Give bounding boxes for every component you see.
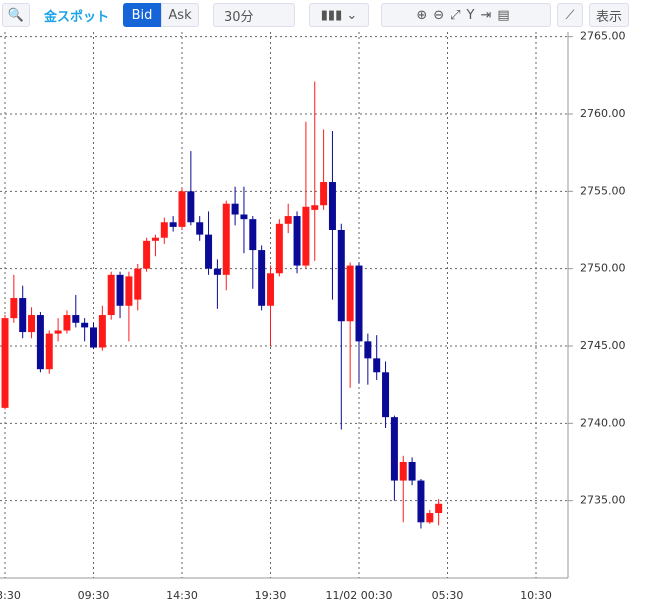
candle-body: [320, 182, 328, 206]
candle-body: [408, 461, 416, 481]
candle-body: [54, 330, 62, 334]
candle-body: [81, 322, 89, 328]
candle-body: [187, 191, 195, 223]
indicator-button[interactable]: ⟋: [557, 3, 584, 27]
candle-body: [382, 372, 390, 418]
candle-body: [284, 216, 292, 224]
candle-body: [328, 182, 336, 230]
candle-body: [355, 265, 363, 342]
candle-body: [116, 274, 124, 306]
toolbar: 🔍 金スポット Bid Ask 30分 ▮▮▮ ⌄ ⊕⊖⤢Y⇥▤ ⟋ 表示: [0, 0, 648, 30]
candle-body: [143, 240, 151, 269]
interval-select[interactable]: 30分: [213, 3, 296, 27]
candle-body: [222, 203, 230, 275]
candle-body: [435, 503, 443, 514]
candle-body: [28, 315, 36, 333]
candle-body: [90, 327, 97, 348]
candle-body: [231, 203, 239, 215]
candle-body: [364, 341, 372, 359]
candle-body: [72, 315, 80, 323]
candle-body: [213, 268, 221, 275]
candle-body: [302, 206, 310, 266]
y-tick-label: 2735.00: [580, 494, 626, 507]
candle-body: [373, 358, 381, 373]
candle-body: [10, 298, 18, 319]
candle-body: [390, 417, 398, 481]
y-tick-label: 2760.00: [580, 107, 626, 120]
candle-body: [160, 222, 168, 238]
y-tick-label: 2765.00: [580, 30, 626, 43]
candle-body: [63, 315, 71, 331]
chart-type-select[interactable]: ▮▮▮ ⌄: [309, 3, 370, 27]
x-tick-label: 03:30: [0, 589, 21, 601]
x-tick-label: 19:30: [255, 589, 287, 601]
search-button[interactable]: 🔍: [2, 3, 30, 27]
x-tick-label: 14:30: [166, 589, 198, 601]
candle-body: [293, 216, 301, 266]
y-tick-label: 2740.00: [580, 416, 626, 429]
candle-body: [125, 276, 133, 306]
y-tick-label: 2745.00: [580, 339, 626, 352]
x-tick-label: 05:30: [432, 589, 464, 601]
candle-body: [107, 274, 115, 316]
y-tick-label: 2755.00: [580, 184, 626, 197]
candle-body: [275, 223, 283, 274]
candle-body: [36, 315, 44, 370]
candle-body: [240, 214, 248, 220]
candle-body: [19, 298, 27, 333]
candle-body: [134, 268, 142, 300]
y-tick-label: 2750.00: [580, 262, 626, 275]
candle-body: [258, 250, 266, 306]
candle-body: [426, 513, 434, 523]
candle-body: [1, 318, 9, 408]
candle-body: [311, 205, 319, 210]
ask-button[interactable]: Ask: [161, 3, 200, 27]
bid-button[interactable]: Bid: [123, 3, 162, 27]
candle-body: [169, 222, 177, 227]
candle-body: [196, 222, 204, 235]
candle-body: [249, 219, 257, 251]
candle-body: [346, 265, 354, 322]
candle-body: [205, 234, 213, 269]
candle-body: [178, 191, 186, 227]
candle-body: [417, 480, 425, 523]
x-tick-label: 11/02 00:30: [326, 589, 393, 601]
candle-body: [399, 461, 407, 481]
symbol[interactable]: 金スポット: [44, 9, 110, 25]
display-button[interactable]: 表示: [589, 3, 630, 27]
candle-body: [267, 273, 274, 306]
x-tick-label: 09:30: [78, 589, 110, 601]
candle-body: [151, 237, 159, 241]
x-tick-label: 10:30: [520, 589, 552, 601]
candle-body: [98, 315, 106, 348]
candle-body: [45, 333, 53, 370]
tool-buttons[interactable]: ⊕⊖⤢Y⇥▤: [381, 3, 552, 27]
candle-body: [337, 229, 345, 322]
